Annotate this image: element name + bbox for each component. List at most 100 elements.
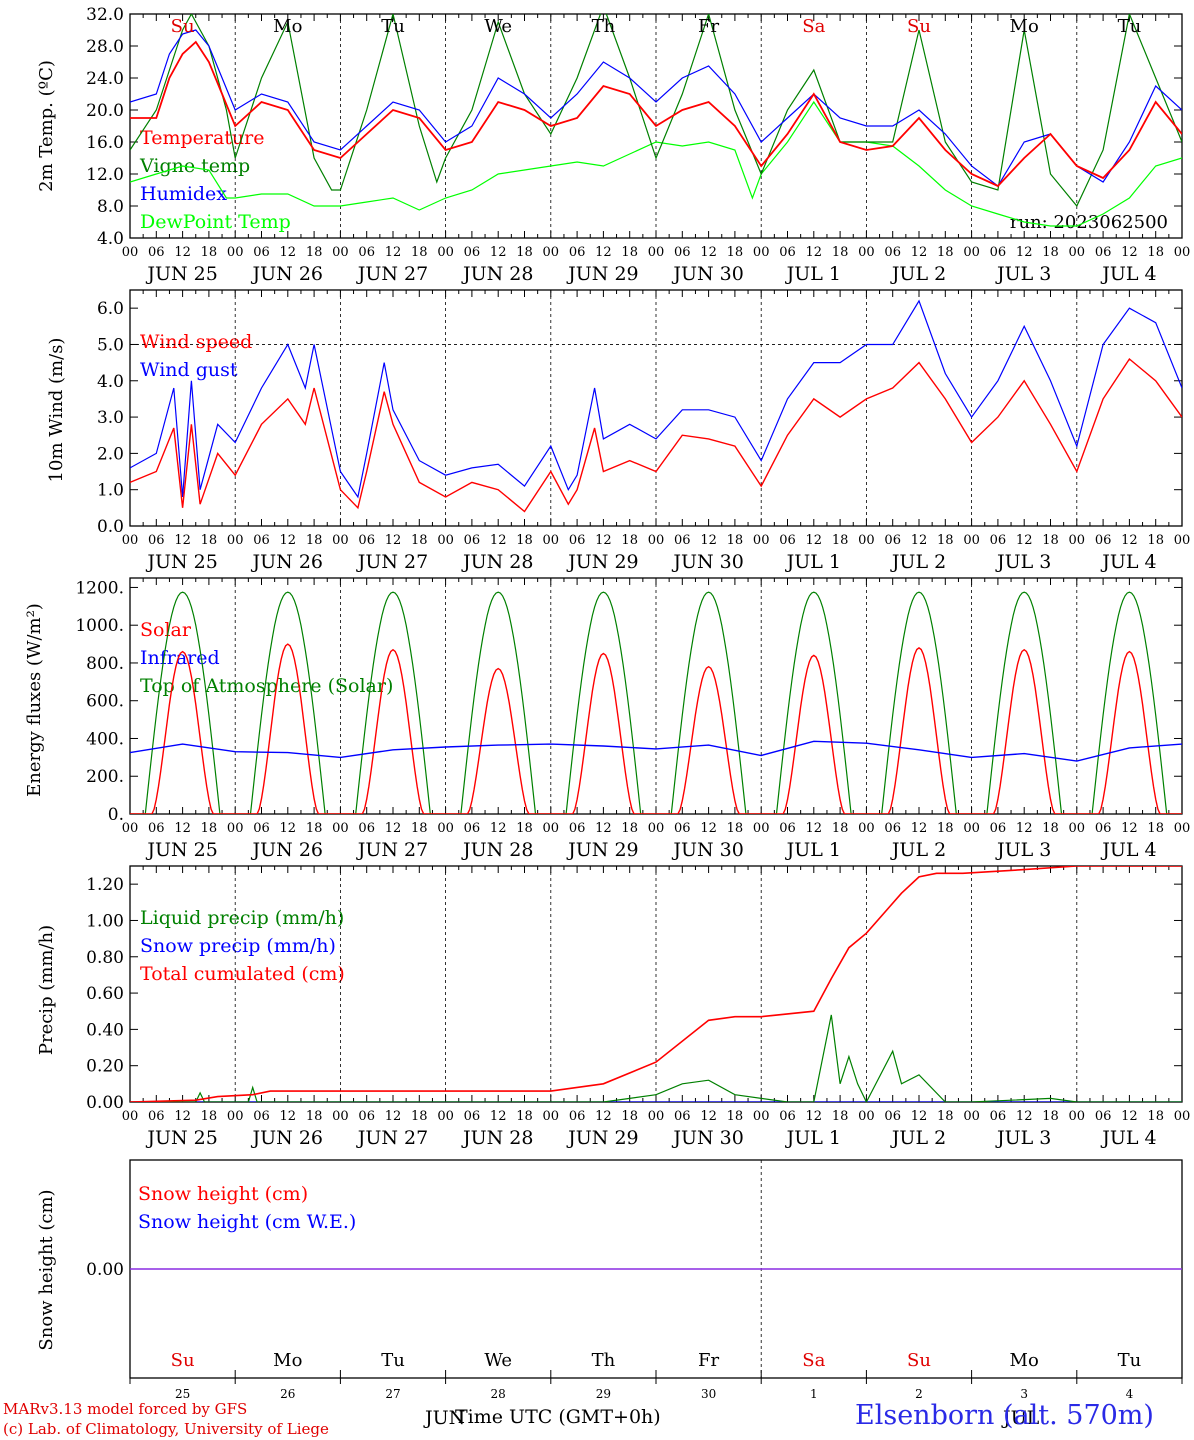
weekday-label: Fr (698, 1350, 719, 1371)
day-label: JUL 4 (1100, 839, 1156, 861)
month-label: JUN (423, 1407, 465, 1429)
toa-curve (761, 591, 867, 814)
day-label: JUN 30 (671, 1127, 743, 1149)
hour-tick-label: 06 (464, 1109, 481, 1124)
series-line-0 (130, 40, 1182, 188)
hour-tick-label: 18 (1042, 533, 1059, 548)
hour-tick-label: 00 (858, 245, 875, 260)
snow-panel: Snow height (cm) Snow height (cm) Snow h… (36, 1159, 1183, 1379)
hour-tick-label: 12 (700, 245, 717, 260)
hour-tick-label: 12 (280, 821, 297, 836)
weekday-label: Tu (381, 16, 405, 37)
hour-tick-label: 18 (516, 533, 533, 548)
weekday-label: Su (907, 1350, 931, 1371)
credit-line-2: (c) Lab. of Climatology, University of L… (3, 1420, 329, 1438)
day-label: JUL 2 (890, 1127, 946, 1149)
y-tick-label: 800. (86, 654, 124, 674)
toa-curve (235, 591, 341, 814)
legend-snow-precip: Snow precip (mm/h) (140, 935, 336, 957)
legend-solar: Solar (140, 619, 192, 641)
hour-tick-label: 06 (1095, 533, 1112, 548)
hour-tick-label: 00 (753, 533, 770, 548)
weekday-label: Fr (698, 16, 719, 37)
solar-curve (130, 650, 236, 814)
hour-tick-label: 06 (674, 1109, 691, 1124)
hour-tick-label: 12 (595, 245, 612, 260)
hour-tick-label: 18 (937, 1109, 954, 1124)
hour-tick-label: 00 (122, 1109, 139, 1124)
hour-tick-label: 06 (358, 821, 375, 836)
day-label: JUN 28 (461, 1127, 533, 1149)
date-number: 30 (701, 1387, 716, 1401)
legend-snow-height: Snow height (cm) (138, 1183, 308, 1205)
hour-tick-label: 00 (963, 533, 980, 548)
hour-tick-label: 06 (464, 245, 481, 260)
solar-curve (235, 643, 341, 814)
day-label: JUN 28 (461, 839, 533, 861)
y-tick-label: 0.20 (86, 1057, 124, 1077)
hour-tick-label: 12 (911, 821, 928, 836)
hour-tick-label: 12 (385, 533, 402, 548)
hour-tick-label: 12 (1121, 245, 1138, 260)
hour-tick-label: 12 (1016, 533, 1033, 548)
hour-tick-label: 18 (1147, 533, 1164, 548)
credit-line-1: MARv3.13 model forced by GFS (3, 1400, 248, 1418)
hour-tick-label: 00 (122, 821, 139, 836)
day-label: JUL 3 (995, 839, 1051, 861)
hour-tick-label: 18 (1147, 245, 1164, 260)
day-label: JUL 1 (785, 551, 841, 573)
chart-marks: 4.08.012.016.020.024.028.032.000 06 12 18JU… (75, 5, 1190, 1429)
hour-tick-label: 18 (411, 821, 428, 836)
infrared-line (130, 740, 1182, 762)
toa-curve (1076, 591, 1182, 814)
day-label: JUL 1 (785, 839, 841, 861)
date-number: 27 (385, 1387, 400, 1401)
y-tick-label: 16.0 (86, 133, 124, 153)
date-number: 29 (596, 1387, 611, 1401)
weekday-label: Th (592, 1350, 616, 1371)
hour-tick-label: 18 (306, 245, 323, 260)
toa-curve (971, 591, 1077, 814)
day-label: JUN 27 (356, 263, 428, 285)
date-number: 3 (1020, 1387, 1028, 1401)
hour-tick-label: 00 (1174, 533, 1191, 548)
hour-tick-label: 12 (174, 1109, 191, 1124)
y-tick-label: 4.0 (97, 229, 124, 249)
legend-infrared: Infrared (140, 647, 220, 669)
hour-tick-label: 06 (358, 1109, 375, 1124)
y-tick-label: 12.0 (86, 165, 124, 185)
hour-tick-label: 06 (884, 245, 901, 260)
hour-tick-label: 18 (516, 821, 533, 836)
hour-tick-label: 18 (1147, 1109, 1164, 1124)
hour-tick-label: 12 (806, 533, 823, 548)
x-axis-title: Time UTC (GMT+0h) (455, 1406, 661, 1428)
energy-panel: Energy fluxes (W/m²) Solar Infrared Top … (24, 577, 1183, 815)
day-label: JUN 29 (566, 551, 638, 573)
hour-tick-label: 00 (227, 533, 244, 548)
hour-tick-label: 18 (1042, 1109, 1059, 1124)
hour-tick-label: 06 (1095, 1109, 1112, 1124)
toa-curve (445, 591, 551, 814)
date-number: 28 (491, 1387, 506, 1401)
hour-tick-label: 06 (674, 245, 691, 260)
y-tick-label: 6.0 (97, 299, 124, 319)
hour-tick-label: 18 (306, 821, 323, 836)
hour-tick-label: 06 (884, 533, 901, 548)
hour-tick-label: 18 (201, 245, 218, 260)
y-tick-label: 200. (86, 767, 124, 787)
hour-tick-label: 18 (621, 533, 638, 548)
date-number: 2 (915, 1387, 923, 1401)
hour-tick-label: 06 (779, 1109, 796, 1124)
hour-tick-label: 12 (174, 821, 191, 836)
y-tick-label: 0. (108, 805, 124, 825)
y-tick-label: 5.0 (97, 335, 124, 355)
date-number: 4 (1126, 1387, 1134, 1401)
hour-tick-label: 06 (884, 821, 901, 836)
day-label: JUN 29 (566, 1127, 638, 1149)
day-label: JUL 3 (995, 551, 1051, 573)
hour-tick-label: 00 (753, 245, 770, 260)
hour-tick-label: 06 (990, 245, 1007, 260)
day-label: JUL 4 (1100, 263, 1156, 285)
hour-tick-label: 00 (1069, 1109, 1086, 1124)
